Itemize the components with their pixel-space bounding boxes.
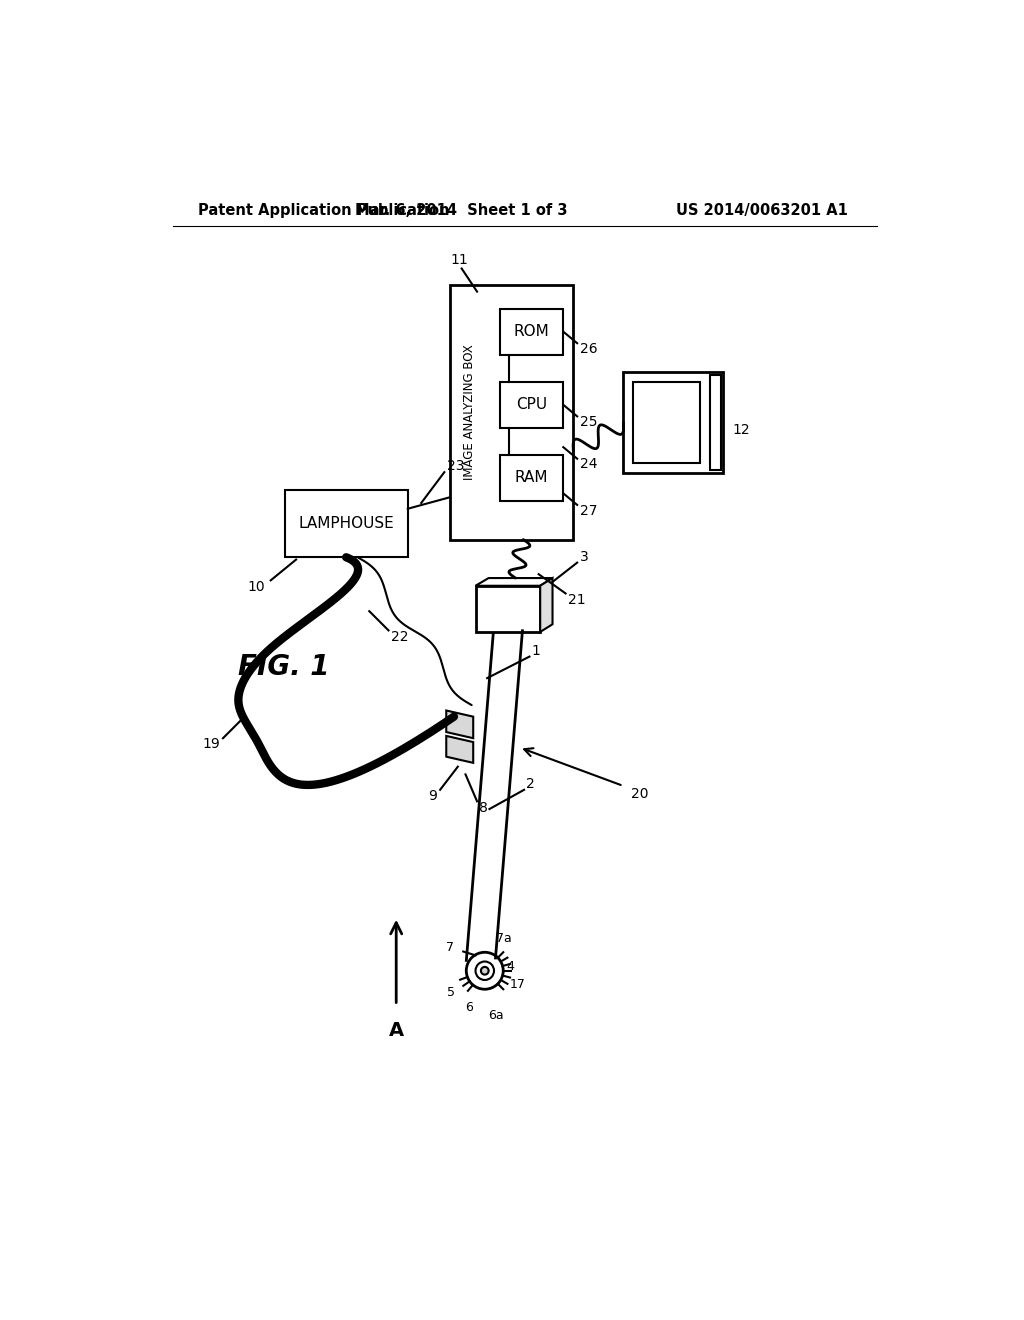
Circle shape (475, 961, 494, 979)
Text: 10: 10 (248, 579, 265, 594)
Bar (285, 490, 408, 557)
Text: 20: 20 (631, 787, 648, 801)
Text: 21: 21 (568, 593, 586, 607)
Text: LAMPHOUSE: LAMPHOUSE (298, 516, 394, 531)
Text: RAM: RAM (515, 470, 549, 486)
Bar (500, 455, 563, 502)
Text: 26: 26 (581, 342, 598, 355)
Text: 9: 9 (428, 789, 437, 803)
Text: 8: 8 (478, 800, 487, 814)
Text: CPU: CPU (516, 397, 547, 412)
Text: 7: 7 (446, 941, 454, 954)
Text: 3: 3 (580, 550, 588, 564)
Text: Mar. 6, 2014  Sheet 1 of 3: Mar. 6, 2014 Sheet 1 of 3 (355, 203, 568, 218)
Text: A: A (389, 1020, 403, 1040)
Text: FIG. 1: FIG. 1 (239, 652, 330, 681)
Bar (500, 381, 563, 428)
Text: 19: 19 (202, 738, 220, 751)
Text: 2: 2 (526, 776, 536, 791)
Text: 17: 17 (509, 978, 525, 991)
Text: 6a: 6a (488, 1008, 504, 1022)
Text: 11: 11 (451, 253, 468, 267)
Text: 7a: 7a (497, 932, 512, 945)
Bar (710, 375, 721, 470)
Text: 25: 25 (581, 414, 598, 429)
Bar (624, 372, 724, 473)
Circle shape (481, 966, 488, 974)
Text: 6: 6 (466, 1001, 473, 1014)
Text: 1: 1 (531, 644, 541, 659)
Polygon shape (541, 578, 553, 632)
Text: 23: 23 (446, 459, 464, 473)
Text: ROM: ROM (514, 325, 550, 339)
Bar (500, 309, 563, 355)
Polygon shape (475, 578, 553, 586)
Text: 4: 4 (506, 961, 514, 973)
Text: US 2014/0063201 A1: US 2014/0063201 A1 (676, 203, 848, 218)
Bar (451, 285, 573, 540)
Text: IMAGE ANALYZING BOX: IMAGE ANALYZING BOX (463, 345, 476, 480)
Text: 22: 22 (391, 630, 409, 644)
Text: 12: 12 (733, 424, 751, 437)
Circle shape (466, 952, 503, 989)
Polygon shape (446, 710, 473, 738)
Polygon shape (475, 586, 541, 632)
Text: 5: 5 (447, 986, 456, 999)
Text: 27: 27 (581, 504, 598, 517)
Text: Patent Application Publication: Patent Application Publication (199, 203, 450, 218)
Polygon shape (446, 737, 473, 763)
Bar (634, 383, 699, 462)
Text: 24: 24 (581, 457, 598, 471)
